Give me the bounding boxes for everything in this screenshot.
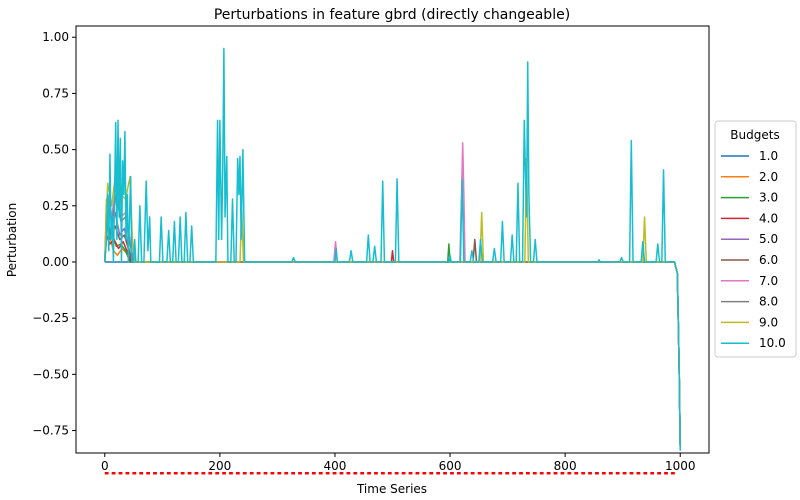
x-axis: 0 200 400 600 800 1000 [101,453,696,473]
x-tick-label: 200 [208,459,231,473]
series-layer [104,47,681,451]
legend-entry: 7.0 [759,274,778,288]
y-axis-label: Perturbation [5,203,19,277]
y-tick-label: 0.25 [42,199,69,213]
legend-entry: 2.0 [759,170,778,184]
y-tick-label: 0.00 [42,255,69,269]
legend-entry: 5.0 [759,232,778,246]
x-tick-label: 400 [324,459,347,473]
legend: Budgets 1.0 2.0 3.0 4.0 5.0 6.0 7.0 8.0 9.0 10.0 [714,120,797,358]
legend-entry: 4.0 [759,211,778,225]
x-tick-label: 600 [439,459,462,473]
legend-entry: 3.0 [759,191,778,205]
y-axis: −0.75 −0.50 −0.25 0.00 0.25 0.50 0.75 1.00 [32,30,76,438]
x-axis-label: Time Series [356,482,427,496]
y-tick-label: 0.75 [42,86,69,100]
x-tick-label: 1000 [665,459,696,473]
x-tick-label: 0 [101,459,109,473]
plot-frame [75,25,710,454]
y-tick-label: −0.75 [32,424,69,438]
y-tick-label: −0.25 [32,311,69,325]
legend-box [714,120,797,358]
legend-entry: 1.0 [759,149,778,163]
legend-entry: 10.0 [759,336,786,350]
x-tick-label: 800 [554,459,577,473]
series-line-10.0 [104,47,681,451]
legend-title: Budgets [730,128,779,142]
legend-entry: 9.0 [759,315,778,329]
chart-title: Perturbations in feature gbrd (directly … [214,7,570,23]
legend-entry: 6.0 [759,253,778,267]
legend-entry: 8.0 [759,295,778,309]
y-tick-label: −0.50 [32,367,69,381]
y-tick-label: 0.50 [42,143,69,157]
y-tick-label: 1.00 [42,30,69,44]
